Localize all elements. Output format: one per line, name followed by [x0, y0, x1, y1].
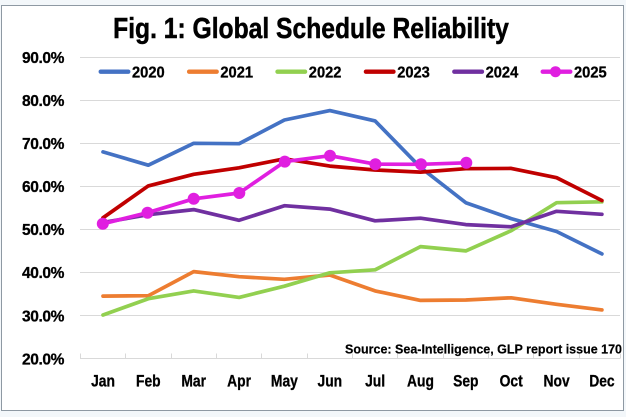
- svg-text:60.0%: 60.0%: [22, 179, 65, 196]
- svg-text:Apr: Apr: [227, 372, 251, 390]
- svg-text:Aug: Aug: [407, 372, 434, 390]
- svg-text:30.0%: 30.0%: [22, 308, 65, 325]
- svg-text:2025: 2025: [574, 64, 607, 81]
- svg-text:Mar: Mar: [181, 372, 206, 390]
- svg-text:2022: 2022: [309, 64, 342, 81]
- svg-text:Sep: Sep: [453, 372, 478, 390]
- svg-text:2023: 2023: [397, 64, 430, 81]
- svg-text:2024: 2024: [486, 64, 519, 81]
- svg-text:May: May: [271, 372, 298, 390]
- svg-text:Jan: Jan: [91, 372, 115, 390]
- svg-text:2021: 2021: [220, 64, 253, 81]
- svg-text:70.0%: 70.0%: [22, 136, 65, 153]
- svg-text:20.0%: 20.0%: [22, 351, 65, 368]
- svg-text:Jul: Jul: [365, 372, 385, 390]
- svg-text:80.0%: 80.0%: [22, 93, 65, 110]
- svg-text:Feb: Feb: [136, 372, 161, 390]
- svg-text:Dec: Dec: [589, 372, 614, 390]
- svg-text:Fig. 1: Global Schedule Reliab: Fig. 1: Global Schedule Reliability: [113, 12, 509, 44]
- svg-text:Nov: Nov: [544, 372, 571, 390]
- svg-text:Source: Sea-Intelligence, GLP: Source: Sea-Intelligence, GLP report iss…: [345, 343, 622, 357]
- svg-text:40.0%: 40.0%: [22, 265, 65, 282]
- svg-text:90.0%: 90.0%: [22, 50, 65, 67]
- svg-text:Jun: Jun: [317, 372, 342, 390]
- svg-text:Oct: Oct: [500, 372, 523, 390]
- svg-text:50.0%: 50.0%: [22, 222, 65, 239]
- svg-text:2020: 2020: [132, 64, 165, 81]
